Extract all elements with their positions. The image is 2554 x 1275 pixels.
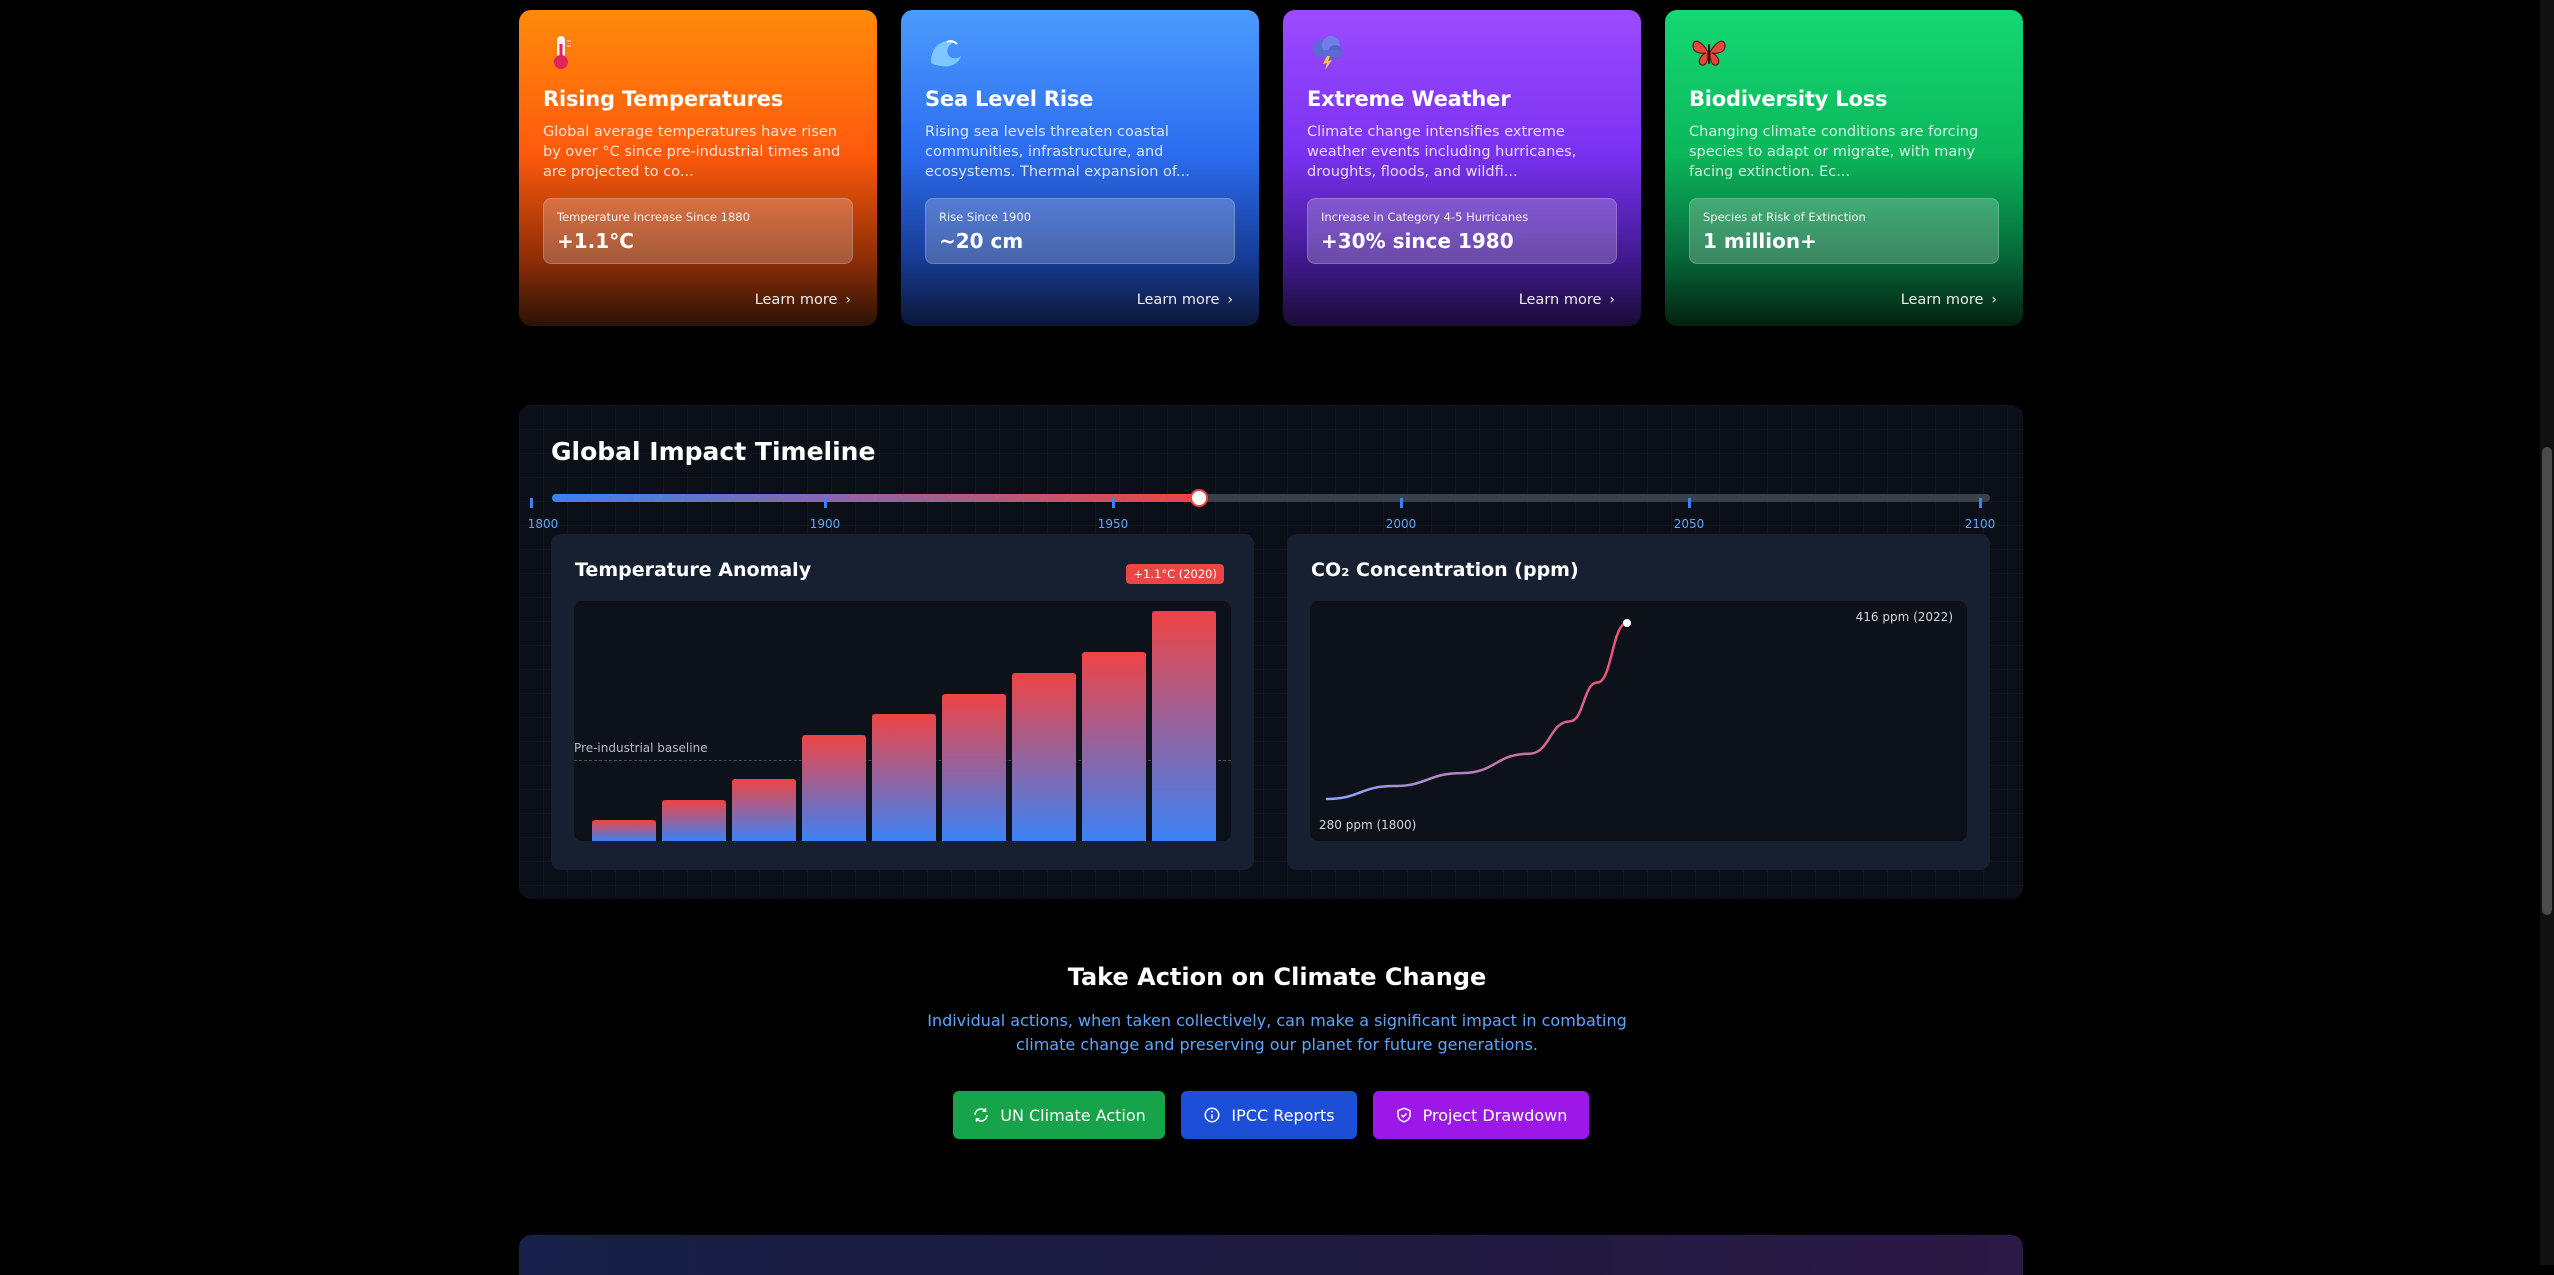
stat-value: +30% since 1980 [1321, 229, 1514, 253]
co2-line-svg [1325, 619, 1631, 801]
anomaly-badge: +1.1°C (2020) [1126, 564, 1224, 584]
card-description: Climate change intensifies extreme weath… [1307, 124, 1577, 180]
co2-end-point [1623, 619, 1631, 627]
temperature-bar-chart: Pre-industrial baseline [574, 601, 1231, 841]
global-impact-timeline: Global Impact Timeline 1800 1900 1950 2000 2… [519, 405, 2023, 899]
timeline-tick [530, 498, 533, 508]
timeline-tick [1979, 498, 1982, 508]
action-title: Take Action on Climate Change [1067, 963, 1487, 991]
butterfly-icon [1692, 40, 1726, 66]
card-description: Rising sea levels threaten coastal commu… [925, 124, 1190, 180]
card-description: Global average temperatures have risen b… [543, 124, 841, 180]
chevron-right-icon: › [1227, 292, 1233, 308]
panel-title: CO₂ Concentration (ppm) [1311, 559, 1579, 581]
timeline-tick [1400, 498, 1403, 508]
co2-concentration-panel: CO₂ Concentration (ppm) 416 ppm (2022) 2… [1287, 534, 1990, 870]
learn-more-label: Learn more [754, 292, 838, 308]
stat-box: Increase in Category 4-5 Hurricanes +30%… [1307, 198, 1617, 264]
stat-label: Species at Risk of Extinction [1703, 210, 1866, 224]
timeline-tick-label: 2050 [1673, 517, 1705, 531]
timeline-tick [824, 498, 827, 508]
button-label: UN Climate Action [1000, 1105, 1146, 1125]
scrollbar-thumb[interactable] [2542, 447, 2552, 915]
card-description: Changing climate conditions are forcing … [1689, 124, 1979, 180]
temperature-bar [942, 694, 1006, 841]
stat-box: Temperature Increase Since 1880 +1.1°C [543, 198, 853, 264]
next-section-preview [519, 1235, 2023, 1275]
temperature-bar [592, 820, 656, 841]
stat-label: Temperature Increase Since 1880 [557, 210, 750, 224]
co2-start-label: 280 ppm (1800) [1319, 818, 1417, 832]
button-label: Project Drawdown [1422, 1105, 1568, 1125]
stat-box: Rise Since 1900 ~20 cm [925, 198, 1235, 264]
co2-end-label: 416 ppm (2022) [1855, 610, 1953, 624]
temperature-anomaly-panel: Temperature Anomaly +1.1°C (2020) Pre-in… [551, 534, 1254, 870]
learn-more-link[interactable]: Learn more › [1519, 292, 1615, 308]
learn-more-label: Learn more [1518, 292, 1602, 308]
learn-more-link[interactable]: Learn more › [1901, 292, 1997, 308]
stat-label: Rise Since 1900 [939, 210, 1032, 224]
card-title: Extreme Weather [1307, 87, 1511, 111]
button-label: IPCC Reports [1231, 1105, 1335, 1125]
stat-label: Increase in Category 4-5 Hurricanes [1321, 210, 1529, 224]
info-icon [1204, 1107, 1220, 1123]
card-title: Biodiversity Loss [1689, 87, 1888, 111]
stat-value: +1.1°C [557, 229, 634, 253]
temperature-bar [732, 779, 796, 841]
timeline-tick-label: 2000 [1385, 517, 1417, 531]
chevron-right-icon: › [845, 292, 851, 308]
card-rising-temperatures: Rising Temperatures Global average tempe… [519, 10, 877, 326]
timeline-tick [1112, 498, 1115, 508]
temperature-bar [1152, 611, 1216, 841]
learn-more-link[interactable]: Learn more › [1137, 292, 1233, 308]
panel-title: Temperature Anomaly [575, 559, 812, 581]
timeline-tick [1688, 498, 1691, 508]
project-drawdown-button[interactable]: Project Drawdown [1373, 1091, 1589, 1139]
shield-check-icon [1396, 1107, 1411, 1123]
timeline-title: Global Impact Timeline [551, 437, 876, 466]
baseline-label: Pre-industrial baseline [574, 741, 708, 755]
chevron-right-icon: › [1991, 292, 1997, 308]
card-title: Sea Level Rise [925, 87, 1094, 111]
ipcc-reports-button[interactable]: IPCC Reports [1181, 1091, 1357, 1139]
temperature-bar [662, 800, 726, 841]
co2-line-chart: 416 ppm (2022) 280 ppm (1800) [1310, 601, 1967, 841]
card-extreme-weather: Extreme Weather Climate change intensifi… [1283, 10, 1641, 326]
learn-more-link[interactable]: Learn more › [755, 292, 851, 308]
temperature-bar [1082, 652, 1146, 841]
timeline-tick-label: 1900 [809, 517, 841, 531]
timeline-tick-label: 1950 [1097, 517, 1129, 531]
temperature-bar [1012, 673, 1076, 841]
timeline-tick-label: 2100 [1964, 517, 1996, 531]
stat-value: ~20 cm [939, 229, 1024, 253]
co2-series-line [1325, 621, 1628, 801]
chevron-right-icon: › [1609, 292, 1615, 308]
temperature-bar [872, 714, 936, 841]
card-biodiversity-loss: Biodiversity Loss Changing climate condi… [1665, 10, 2023, 326]
refresh-icon [974, 1108, 988, 1122]
card-title: Rising Temperatures [543, 87, 784, 111]
timeline-slider[interactable] [552, 489, 1990, 507]
timeline-progress [552, 494, 1200, 502]
stat-box: Species at Risk of Extinction 1 million+ [1689, 198, 1999, 264]
learn-more-label: Learn more [1136, 292, 1220, 308]
scrollbar-track[interactable] [2540, 0, 2554, 1265]
temperature-bar [802, 735, 866, 841]
storm-cloud-icon [1313, 36, 1342, 70]
card-sea-level-rise: Sea Level Rise Rising sea levels threate… [901, 10, 1259, 326]
un-climate-action-button[interactable]: UN Climate Action [953, 1091, 1165, 1139]
learn-more-label: Learn more [1900, 292, 1984, 308]
action-description: Individual actions, when taken collectiv… [927, 1011, 1627, 1054]
timeline-handle[interactable] [1190, 489, 1209, 507]
thermometer-icon [554, 36, 571, 69]
wave-icon [931, 40, 961, 67]
timeline-tick-label: 1800 [527, 517, 559, 531]
stat-value: 1 million+ [1703, 229, 1817, 253]
